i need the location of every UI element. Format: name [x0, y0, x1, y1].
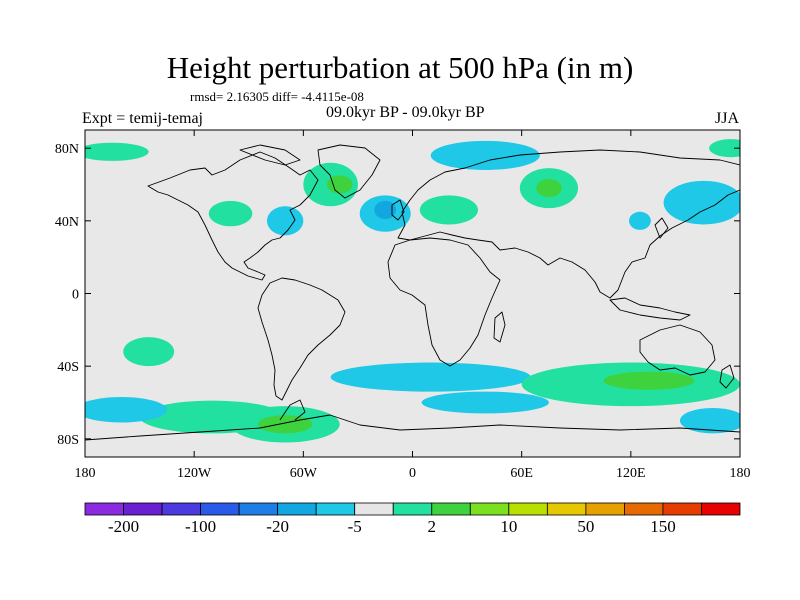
colorbar-box: [315, 502, 356, 516]
lon-tick-label: 180: [75, 466, 96, 481]
lat-tick-label: 0: [72, 288, 79, 303]
colorbar-box: [277, 502, 317, 516]
colorbar-label: 2: [428, 517, 437, 536]
lon-tick-label: 60W: [290, 466, 318, 481]
season-label: JJA: [715, 110, 740, 127]
coast-japan: [654, 217, 669, 239]
green-region-tropical-pacific: [123, 337, 175, 367]
lat-tick-label: 80N: [55, 142, 79, 157]
blue-core-europe: [374, 200, 397, 220]
lon-tick-label: 120W: [177, 466, 212, 481]
lat-tick-label: 40S: [57, 360, 79, 375]
coast-indonesia: [609, 297, 691, 321]
green-region-arctic-pacific: [85, 142, 149, 161]
colorbar-label: -5: [348, 517, 362, 536]
coast-greenland: [317, 144, 381, 199]
colorbar-box: [508, 502, 548, 516]
lon-tick-label: 60E: [510, 466, 533, 481]
experiment-label: Expt = temij-temaj: [82, 110, 203, 127]
lon-tick-label: 120E: [616, 466, 646, 481]
lon-tick-label: 0: [409, 466, 416, 481]
lon-tick-label: 180: [730, 466, 751, 481]
blue-region-east-asia: [629, 211, 651, 230]
coast-antarctic-peninsula: [279, 399, 306, 421]
colorbar-box: [123, 502, 163, 516]
axis-ticks: 80N 40N 0 40S 80S 180 120W 60W 0 60E 120E 180: [55, 130, 751, 481]
green-region-north-america: [208, 200, 253, 227]
coast-madagascar: [493, 311, 506, 343]
colorbar-box: [469, 502, 510, 516]
colorbar-box: [200, 502, 240, 516]
blue-region-south-atlantic: [330, 362, 531, 392]
colorbar-boxes: [84, 502, 741, 516]
colorbar-labels: -200 -100 -20 -5 2 10 50 150: [108, 517, 676, 536]
map-fill-layer: [85, 130, 740, 457]
colorbar-box: [546, 502, 587, 516]
stats-label: rmsd= 2.16305 diff= -4.4115e-08: [190, 89, 364, 104]
coast-australia: [639, 324, 716, 376]
lat-tick-label: 40N: [55, 215, 79, 230]
colorbar-box: [392, 502, 433, 516]
colorbar-box: [701, 502, 741, 516]
period-label: 09.0kyr BP - 09.0kyr BP: [326, 104, 485, 121]
blue-region-north-america: [266, 206, 304, 236]
green-core-central-asia: [536, 179, 562, 198]
green-core-south-indian: [603, 371, 695, 390]
coast-north-america: [147, 151, 319, 281]
blue-region-north-siberia: [430, 140, 540, 170]
colorbar-box: [84, 502, 124, 516]
colorbar-label: -200: [108, 517, 139, 536]
coastlines: [85, 144, 740, 441]
lat-tick-label: 80S: [57, 433, 79, 448]
colorbar-box: [161, 502, 201, 516]
colorbar-box: [354, 502, 394, 516]
blue-region-south-indian: [421, 391, 549, 414]
colorbar-label: 10: [500, 517, 517, 536]
colorbar-box: [585, 502, 625, 516]
colorbar-label: 50: [577, 517, 594, 536]
coast-new-zealand: [719, 364, 735, 389]
blue-region-southeast-pacific: [679, 407, 740, 434]
colorbar-box: [662, 502, 702, 516]
coast-british-isles: [391, 199, 405, 221]
green-region-northeast-pacific: [709, 139, 740, 158]
coast-south-america: [257, 277, 346, 401]
green-region-europe: [419, 195, 478, 225]
coast-eurasia: [397, 149, 740, 299]
colorbar-label: -20: [266, 517, 289, 536]
plot-title: Height perturbation at 500 hPa (in m): [166, 50, 634, 85]
colorbar-label: 150: [650, 517, 676, 536]
colorbar-box: [431, 502, 471, 516]
coast-antarctica: [85, 414, 740, 441]
coast-africa: [387, 237, 501, 367]
blue-region-south-pacific-west: [85, 397, 167, 423]
blue-region-north-pacific: [663, 180, 740, 225]
coast-canadian-islands: [239, 144, 301, 166]
green-core-antarctic: [257, 415, 313, 434]
colorbar-label: -100: [185, 517, 216, 536]
colorbar-box: [238, 502, 279, 516]
colorbar-box: [624, 502, 664, 516]
green-core-north-atlantic: [326, 175, 353, 194]
